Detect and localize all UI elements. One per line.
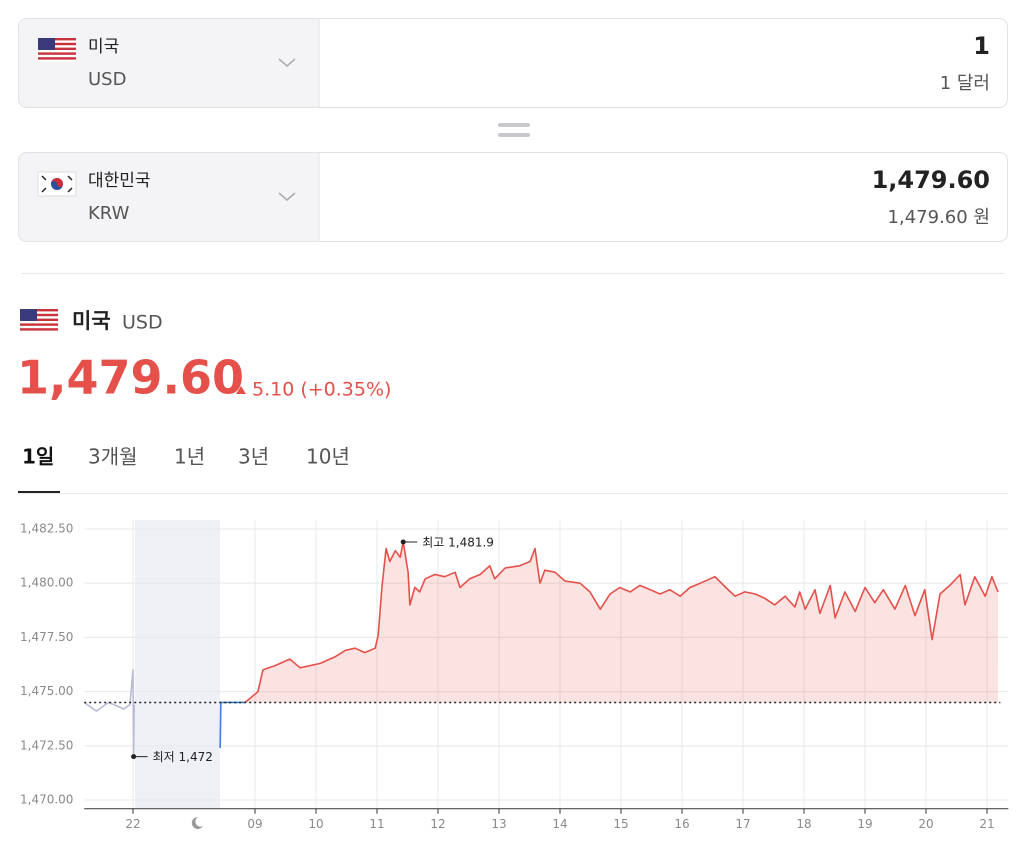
tab[interactable]: 3년	[238, 445, 269, 469]
tab[interactable]: 10년	[306, 445, 350, 469]
y-tick-label: 1,475.00	[20, 684, 73, 698]
x-tick-label: 09	[247, 817, 262, 831]
rate-change: 5.10 (+0.35%)	[252, 379, 391, 401]
x-tick-label: 17	[735, 817, 750, 831]
up-arrow	[236, 386, 246, 394]
y-tick-label: 1,477.50	[20, 630, 73, 644]
amount-text: 1,479.60 원	[888, 207, 990, 228]
equals-icon	[498, 123, 530, 137]
converter-row[interactable]: 미국 USD 1 1 달러	[18, 18, 1008, 108]
country: 대한민국	[88, 171, 151, 191]
x-tick-label: 10	[308, 817, 323, 831]
chevron	[278, 58, 296, 67]
x-tick-label: 16	[674, 817, 689, 831]
y-tick-label: 1,472.50	[20, 738, 73, 752]
tab[interactable]: 1년	[174, 445, 205, 469]
country: 미국	[88, 37, 119, 57]
chevron	[278, 192, 296, 201]
x-tick-label: 12	[430, 817, 445, 831]
x-tick-label: 15	[613, 817, 628, 831]
rate-code: USD	[122, 312, 163, 334]
moon-icon	[191, 816, 203, 829]
amount: 1,479.60	[872, 166, 990, 194]
amount-text: 1 달러	[940, 73, 990, 94]
x-tick-label: 21	[979, 817, 994, 831]
night-band	[135, 520, 220, 808]
rate-country: 미국	[72, 309, 111, 333]
x-tick-label: 19	[857, 817, 872, 831]
x-tick-label: 18	[796, 817, 811, 831]
y-tick-label: 1,482.50	[20, 521, 73, 535]
converter-row[interactable]: 대한민국 KRW 1,479.60 1,479.60 원	[18, 152, 1008, 242]
x-tick-label: 14	[552, 817, 567, 831]
flag	[37, 171, 77, 197]
line	[244, 541, 999, 704]
tab[interactable]: 3개월	[88, 445, 138, 469]
line	[219, 701, 246, 749]
rate-value: 1,479.60	[17, 351, 244, 405]
flag	[38, 38, 76, 62]
x-tick-label: 20	[918, 817, 933, 831]
amount: 1	[973, 32, 990, 60]
tab[interactable]: 1일	[22, 445, 54, 469]
annotation-label: 최저 1,472	[153, 750, 213, 764]
line	[83, 669, 135, 758]
code: USD	[88, 69, 126, 90]
y-tick-label: 1,480.00	[20, 576, 73, 590]
flag	[20, 309, 58, 333]
annotation-label: 최고 1,481.9	[422, 535, 494, 549]
y-tick-label: 1,470.00	[20, 793, 73, 807]
x-tick-label: 22	[125, 817, 140, 831]
code: KRW	[88, 203, 130, 224]
area	[245, 542, 998, 703]
tab-underline	[18, 491, 60, 493]
x-tick-label: 13	[491, 817, 506, 831]
x-tick-label: 11	[369, 817, 384, 831]
